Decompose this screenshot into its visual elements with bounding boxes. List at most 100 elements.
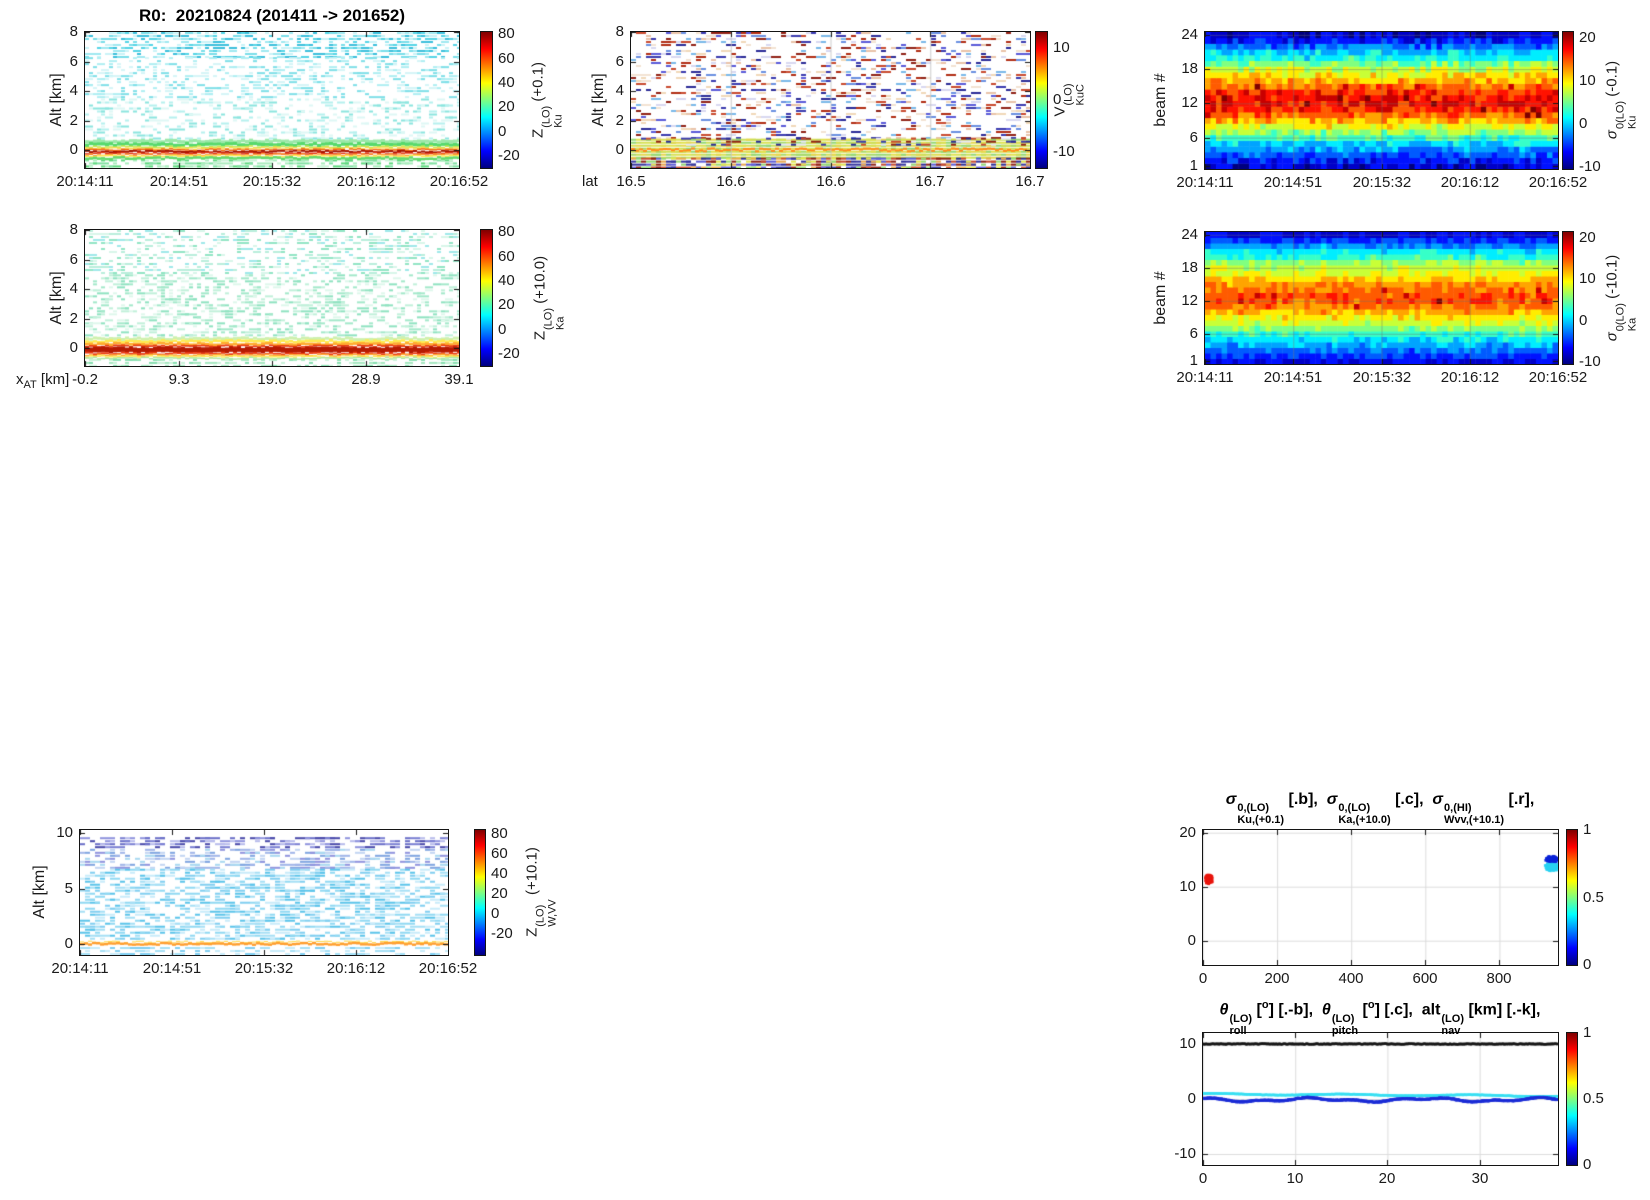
- sku-ytick-3: 6: [1189, 129, 1198, 146]
- ska-ytick-3: 6: [1189, 325, 1198, 342]
- script-stack: 0,(LO) Ku,(+0.1): [1237, 802, 1285, 827]
- ska-cbtick-1: 10: [1579, 270, 1596, 287]
- ska-cbtick-3: -10: [1579, 353, 1601, 370]
- zku-cbtick-4: 0: [498, 123, 507, 140]
- nav-xtick-0: 0: [1198, 1170, 1208, 1187]
- canvas-sku: [1205, 32, 1558, 169]
- zka-ytick-2: 4: [69, 280, 78, 297]
- zka-cbtick-5: -20: [498, 345, 520, 362]
- zka-xtick-4: 39.1: [444, 371, 474, 388]
- canvas-sig0: [1203, 830, 1558, 965]
- zw-cbtick-1: 60: [491, 845, 508, 862]
- sku-xtick-4: 20:16:52: [1528, 174, 1588, 191]
- zw-ytick-1: 5: [64, 880, 73, 897]
- title-nav: θ (LO) roll [o] [.-b], θ (LO) pitch [o] [.c]…: [1219, 999, 1541, 1037]
- sku-cbtick-3: -10: [1579, 158, 1601, 175]
- colorbar-zku: [480, 31, 493, 169]
- zku-cbtick-3: 20: [498, 98, 515, 115]
- zku-ytick-4: 0: [69, 141, 78, 158]
- zka-ytick-0: 8: [69, 221, 78, 238]
- ska-ytick-0: 24: [1181, 226, 1198, 243]
- zw-xtick-1: 20:14:51: [142, 960, 202, 977]
- zw-cbtick-4: 0: [491, 905, 500, 922]
- xlabel-vkuc: lat: [582, 173, 598, 190]
- sig0-cbtick-2: 0: [1583, 956, 1592, 973]
- script-stack: 0,(LO) Ka,(+10.0): [1338, 802, 1391, 827]
- sig0-xtick-3: 600: [1412, 970, 1438, 987]
- sku-ytick-4: 1: [1189, 157, 1198, 174]
- plot-area-sku: [1204, 31, 1559, 170]
- zka-xtick-3: 28.9: [351, 371, 381, 388]
- script-stack: (LO) pitch: [1331, 1012, 1359, 1037]
- zw-xtick-2: 20:15:32: [234, 960, 294, 977]
- sku-cbtick-1: 10: [1579, 72, 1596, 89]
- zku-cbtick-0: 80: [498, 25, 515, 42]
- zw-cbtick-0: 80: [491, 825, 508, 842]
- colorbar-sig0: [1566, 829, 1578, 966]
- nav-xtick-3: 30: [1471, 1170, 1489, 1187]
- vkuc-xtick-2: 16.6: [816, 173, 846, 190]
- zku-ytick-2: 4: [69, 82, 78, 99]
- zku-xtick-3: 20:16:12: [336, 173, 396, 190]
- vkuc-xtick-0: 16.5: [616, 173, 646, 190]
- zka-xtick-0: -0.2: [72, 371, 98, 388]
- run-title: R0: 20210824 (201411 -> 201652): [138, 6, 406, 25]
- colorbar-zw: [474, 829, 486, 956]
- zka-ytick-3: 2: [69, 310, 78, 327]
- zku-cbtick-2: 40: [498, 74, 515, 91]
- zka-cbtick-2: 40: [498, 272, 515, 289]
- script-stack: (LO) nav: [1441, 1012, 1465, 1037]
- sig0-cbtick-0: 1: [1583, 821, 1592, 838]
- sku-xtick-0: 20:14:11: [1176, 174, 1234, 191]
- sig0-xtick-1: 200: [1264, 970, 1290, 987]
- sku-ytick-2: 12: [1181, 94, 1198, 111]
- canvas-vkuc: [631, 32, 1030, 168]
- zka-ytick-4: 0: [69, 339, 78, 356]
- ska-xtick-4: 20:16:52: [1528, 369, 1588, 386]
- zw-xtick-4: 20:16:52: [418, 960, 478, 977]
- vkuc-ytick-0: 8: [615, 23, 624, 40]
- plot-area-vkuc: [630, 31, 1031, 169]
- zku-xtick-0: 20:14:11: [56, 173, 114, 190]
- canvas-ska: [1205, 232, 1558, 364]
- script-stack: (LO) roll: [1229, 1012, 1253, 1037]
- sig0-ytick-1: 10: [1179, 878, 1196, 895]
- colorbar-zka: [480, 229, 493, 367]
- colorbar-sku: [1562, 31, 1574, 170]
- sku-xtick-3: 20:16:12: [1440, 174, 1500, 191]
- script-stack: 0,(HI) Wvv,(+10.1): [1444, 802, 1505, 827]
- nav-cbtick-2: 0: [1583, 1156, 1592, 1173]
- vkuc-xtick-3: 16.7: [915, 173, 945, 190]
- zka-xtick-1: 9.3: [168, 371, 190, 388]
- vkuc-cbtick-1: 0: [1053, 91, 1062, 108]
- ska-xtick-2: 20:15:32: [1352, 369, 1412, 386]
- ska-cbtick-0: 20: [1579, 229, 1596, 246]
- zka-cbtick-1: 60: [498, 248, 515, 265]
- zku-ytick-0: 8: [69, 23, 78, 40]
- vkuc-xtick-1: 16.6: [716, 173, 746, 190]
- sig0-xtick-2: 400: [1338, 970, 1364, 987]
- canvas-zw: [80, 830, 448, 955]
- plot-area-sig0: [1202, 829, 1559, 966]
- zka-cbtick-0: 80: [498, 223, 515, 240]
- sku-ytick-0: 24: [1181, 26, 1198, 43]
- plot-area-zka: [84, 229, 460, 367]
- sig0-xtick-4: 800: [1486, 970, 1512, 987]
- vkuc-ytick-2: 4: [615, 82, 624, 99]
- plot-area-nav: [1202, 1032, 1559, 1166]
- canvas-nav: [1203, 1033, 1558, 1165]
- zw-ytick-0: 10: [56, 824, 73, 841]
- colorbar-nav: [1566, 1032, 1578, 1166]
- zka-cbtick-3: 20: [498, 296, 515, 313]
- plot-area-zku: [84, 31, 460, 169]
- nav-ytick-2: -10: [1174, 1145, 1196, 1162]
- sig0-xtick-0: 0: [1198, 970, 1208, 987]
- vkuc-xtick-4: 16.7: [1015, 173, 1045, 190]
